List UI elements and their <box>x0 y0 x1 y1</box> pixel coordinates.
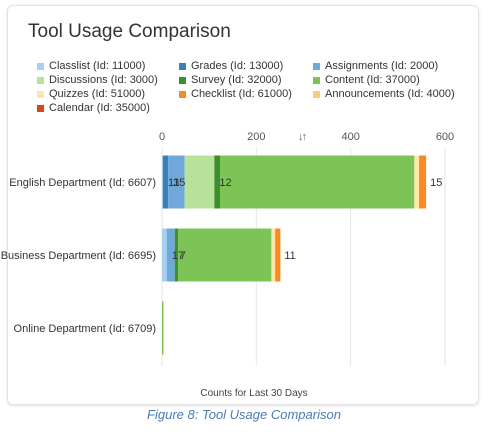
legend-label: Quizzes (Id: 51000) <box>49 88 145 100</box>
bar-segment[interactable] <box>419 155 427 209</box>
legend-item[interactable]: Assignments (Id: 2000) <box>313 60 438 72</box>
category-label: English Department (Id: 6607) <box>9 177 156 189</box>
legend-label: Content (Id: 37000) <box>325 74 420 86</box>
legend-swatch <box>37 62 44 70</box>
x-axis-title: Counts for Last 30 Days <box>200 388 307 399</box>
legend-swatch <box>37 104 44 112</box>
legend-item[interactable]: Discussions (Id: 3000) <box>37 74 158 86</box>
bar-segment[interactable] <box>214 155 221 209</box>
legend-label: Assignments (Id: 2000) <box>325 60 439 72</box>
legend-item[interactable]: Content (Id: 37000) <box>313 74 420 86</box>
legend-item[interactable]: Checklist (Id: 61000) <box>179 88 292 100</box>
bar-segment[interactable] <box>220 155 415 209</box>
bar-segment[interactable] <box>162 228 167 282</box>
category-label: Online Department (Id: 6709) <box>14 323 156 335</box>
legend-item[interactable]: Announcements (Id: 4000) <box>313 88 455 100</box>
x-tick-label: 400 <box>341 131 359 143</box>
legend-swatch <box>179 90 186 98</box>
legend-label: Survey (Id: 32000) <box>191 74 282 86</box>
x-tick-label: 0 <box>159 131 165 143</box>
legend-item[interactable]: Survey (Id: 32000) <box>179 74 282 86</box>
x-tick-label: 200 <box>247 131 265 143</box>
chart-title: Tool Usage Comparison <box>28 21 231 42</box>
bar-segment[interactable] <box>174 228 179 282</box>
legend-label: Classlist (Id: 11000) <box>49 60 146 72</box>
bar-segment[interactable] <box>162 301 164 355</box>
bar-segment[interactable] <box>275 228 281 282</box>
legend-label: Announcements (Id: 4000) <box>325 88 455 100</box>
legend-swatch <box>313 62 320 70</box>
bar-segment[interactable] <box>178 228 272 282</box>
legend-item[interactable]: Grades (Id: 13000) <box>179 60 283 72</box>
legend-swatch <box>37 90 44 98</box>
legend-item[interactable]: Calendar (Id: 35000) <box>37 102 150 114</box>
bar-segment[interactable] <box>184 155 215 209</box>
bar-segment[interactable] <box>414 155 420 209</box>
data-label: 12 <box>219 177 231 189</box>
legend-label: Checklist (Id: 61000) <box>191 88 292 100</box>
legend-swatch <box>313 90 320 98</box>
bar-segment[interactable] <box>166 228 175 282</box>
data-label: 11 <box>168 177 179 189</box>
legend-swatch <box>37 76 44 84</box>
legend-swatch <box>179 76 186 84</box>
category-label: Business Department (Id: 6695) <box>1 250 156 262</box>
data-label: 35 <box>173 177 185 189</box>
figure-caption: Figure 8: Tool Usage Comparison <box>147 407 341 422</box>
legend-item[interactable]: Classlist (Id: 11000) <box>37 60 145 72</box>
data-label: 17 <box>172 250 184 262</box>
legend-label: Calendar (Id: 35000) <box>49 102 150 114</box>
data-label: 11 <box>284 250 295 262</box>
data-label: 7 <box>180 250 186 262</box>
legend-swatch <box>313 76 320 84</box>
legend-label: Discussions (Id: 3000) <box>49 74 158 86</box>
bar-segment[interactable] <box>168 155 185 209</box>
legend-swatch <box>179 62 186 70</box>
bar-segment[interactable] <box>271 228 276 282</box>
legend-label: Grades (Id: 13000) <box>191 60 284 72</box>
sort-arrows-icon[interactable]: ↓↑ <box>298 131 307 143</box>
bar-segment[interactable] <box>162 155 164 209</box>
bar-segment[interactable] <box>162 155 169 209</box>
legend-item[interactable]: Quizzes (Id: 51000) <box>37 88 145 100</box>
data-label: 15 <box>430 177 442 189</box>
x-tick-label: 600 <box>436 131 454 143</box>
